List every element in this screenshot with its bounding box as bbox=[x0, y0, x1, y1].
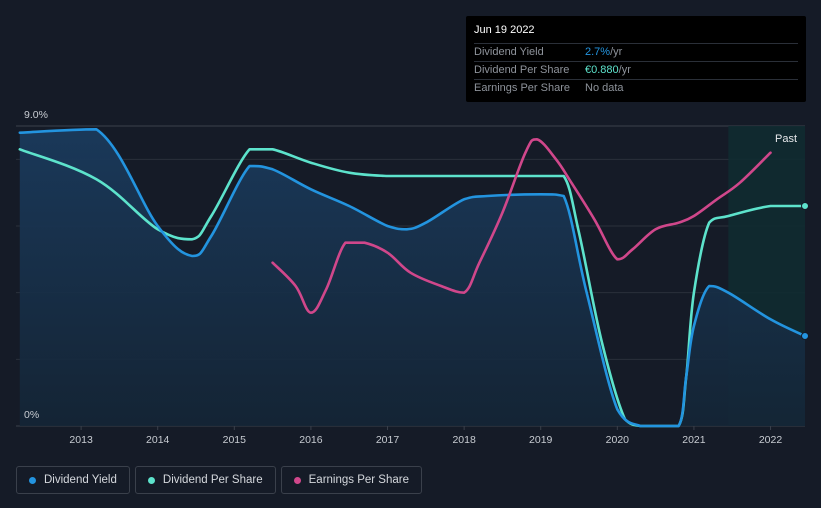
tooltip-row-dividend-per-share: Dividend Per Share €0.880 /yr bbox=[474, 62, 798, 80]
x-tick-label: 2015 bbox=[223, 434, 247, 446]
legend: Dividend Yield Dividend Per Share Earnin… bbox=[16, 466, 422, 494]
x-tick-label: 2014 bbox=[146, 434, 170, 446]
x-tick-label: 2013 bbox=[69, 434, 93, 446]
tooltip: Jun 19 2022 Dividend Yield 2.7% /yr Divi… bbox=[466, 16, 806, 102]
legend-dot bbox=[293, 476, 301, 484]
x-tick-label: 2016 bbox=[299, 434, 323, 446]
tooltip-row-dividend-yield: Dividend Yield 2.7% /yr bbox=[474, 44, 798, 62]
dividend-per-share-line bbox=[18, 148, 807, 428]
x-tick-label: 2019 bbox=[529, 434, 553, 446]
legend-item-dividend-yield[interactable]: Dividend Yield bbox=[16, 466, 130, 494]
tooltip-label: Dividend Yield bbox=[474, 46, 544, 58]
tooltip-unit: /yr bbox=[618, 64, 631, 76]
x-tick-label: 2018 bbox=[452, 434, 476, 446]
y-tick-label-bottom: 0% bbox=[24, 409, 39, 421]
dividend-per-share-end-marker bbox=[801, 202, 809, 210]
past-label: Past bbox=[775, 133, 797, 145]
x-tick-label: 2017 bbox=[376, 434, 400, 446]
x-tick-label: 2020 bbox=[606, 434, 630, 446]
legend-label: Dividend Yield bbox=[44, 474, 117, 486]
tooltip-unit: /yr bbox=[610, 46, 623, 58]
x-tick-label: 2022 bbox=[759, 434, 783, 446]
y-tick-label-top: 9.0% bbox=[24, 109, 48, 121]
dividend-yield-area bbox=[19, 129, 806, 427]
dividend-yield-line bbox=[18, 128, 807, 428]
tooltip-value: 2.7% bbox=[585, 46, 611, 58]
tooltip-date: Jun 19 2022 bbox=[474, 22, 798, 44]
legend-label: Dividend Per Share bbox=[162, 474, 263, 486]
legend-item-earnings-per-share[interactable]: Earnings Per Share bbox=[280, 466, 422, 494]
legend-label: Earnings Per Share bbox=[308, 474, 409, 486]
dividend-yield-end-marker bbox=[801, 332, 809, 340]
tooltip-row-earnings-per-share: Earnings Per Share No data bbox=[474, 80, 798, 97]
legend-item-dividend-per-share[interactable]: Dividend Per Share bbox=[134, 466, 276, 494]
tooltip-value: No data bbox=[585, 82, 624, 94]
earnings-per-share-line bbox=[271, 138, 772, 314]
tooltip-label: Dividend Per Share bbox=[474, 64, 570, 76]
legend-dot bbox=[147, 476, 155, 484]
x-tick-label: 2021 bbox=[682, 434, 706, 446]
tooltip-value: €0.880 bbox=[585, 64, 619, 76]
legend-dot bbox=[29, 476, 36, 484]
tooltip-label: Earnings Per Share bbox=[474, 82, 570, 94]
